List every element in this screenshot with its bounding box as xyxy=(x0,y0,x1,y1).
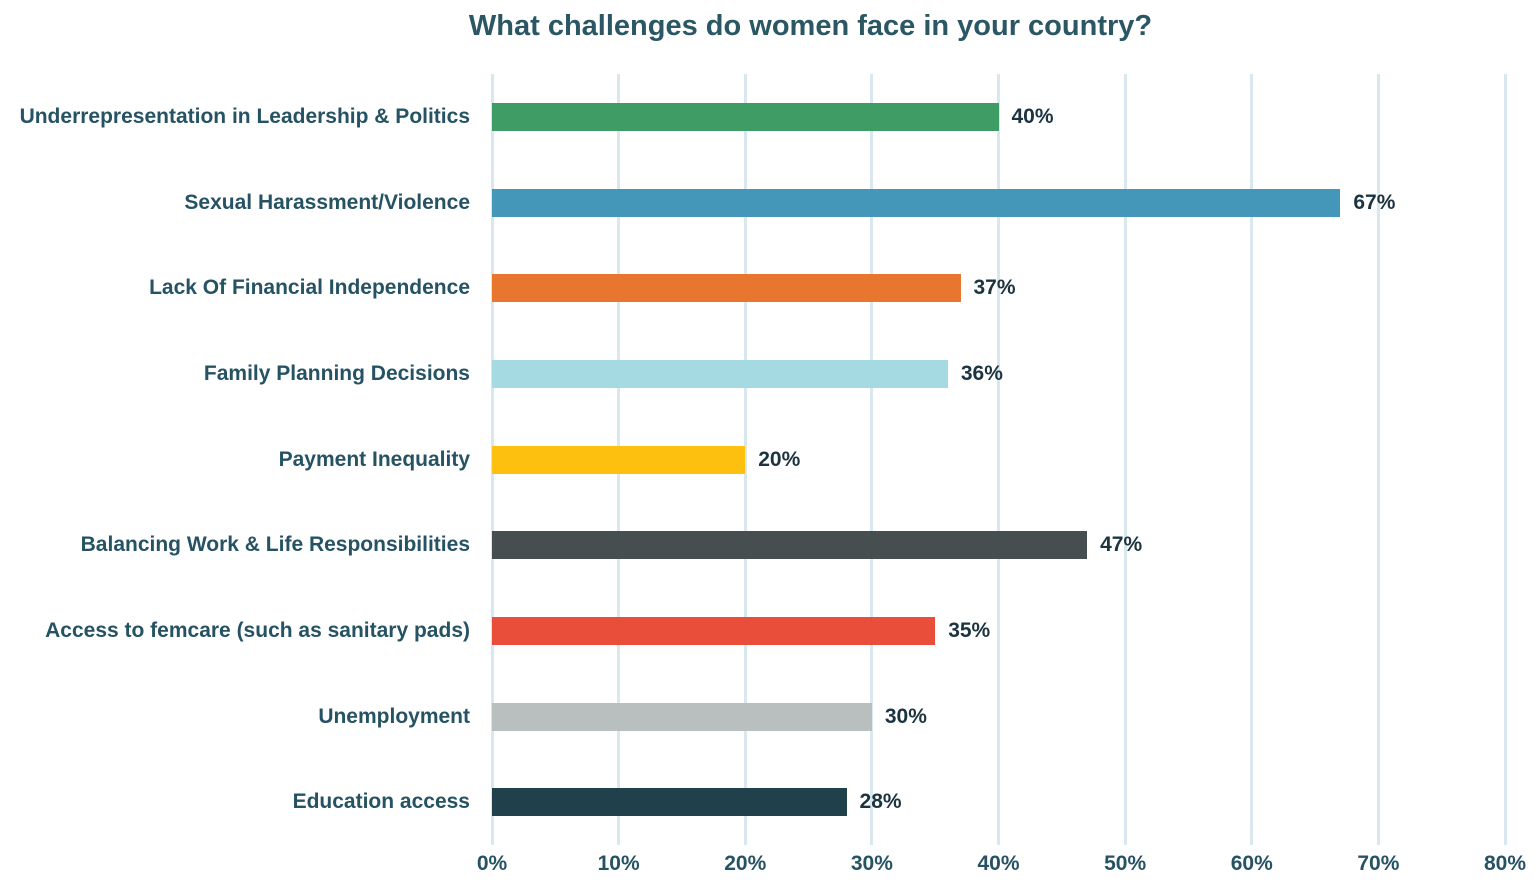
value-label: 28% xyxy=(859,790,902,814)
value-label: 67% xyxy=(1353,190,1396,214)
category-label: Payment Inequality xyxy=(278,447,470,471)
value-label: 36% xyxy=(960,361,1003,385)
x-axis-tick-label: 10% xyxy=(597,852,640,875)
category-label: Lack Of Financial Independence xyxy=(149,276,470,300)
gridline xyxy=(1376,74,1380,845)
gridline xyxy=(1123,74,1127,845)
value-label: 40% xyxy=(1011,104,1054,128)
value-label: 30% xyxy=(884,704,927,728)
category-label: Family Planning Decisions xyxy=(203,361,470,385)
category-label: Unemployment xyxy=(318,704,470,728)
x-axis-tick-label: 70% xyxy=(1357,852,1400,875)
x-axis-tick-label: 20% xyxy=(724,852,767,875)
bar xyxy=(492,359,948,388)
gridline xyxy=(743,74,747,845)
bar xyxy=(492,102,999,131)
chart-title: What challenges do women face in your co… xyxy=(468,10,1153,42)
x-axis-tick-label: 30% xyxy=(850,852,893,875)
gridline xyxy=(997,74,1000,845)
value-label: 20% xyxy=(758,447,801,471)
category-label: Balancing Work & Life Responsibilities xyxy=(80,533,470,557)
bar xyxy=(492,531,1088,560)
bar xyxy=(492,445,746,474)
x-axis-tick-label: 40% xyxy=(977,852,1020,875)
x-axis-tick-label: 60% xyxy=(1230,852,1273,875)
category-label: Education access xyxy=(292,790,470,814)
category-label: Sexual Harassment/Violence xyxy=(184,190,470,214)
value-label: 35% xyxy=(948,618,991,642)
gridline xyxy=(1503,74,1507,845)
bar xyxy=(492,702,872,731)
bar xyxy=(492,616,936,645)
bar xyxy=(492,188,1341,217)
gridline xyxy=(1250,74,1254,845)
bar xyxy=(492,274,961,303)
category-label: Underrepresentation in Leadership & Poli… xyxy=(19,104,470,128)
gridline xyxy=(870,74,874,845)
x-axis-tick-label: 80% xyxy=(1483,852,1527,875)
x-axis-tick-label: 50% xyxy=(1104,852,1147,875)
value-label: 37% xyxy=(973,276,1016,300)
bar xyxy=(492,788,847,817)
value-label: 47% xyxy=(1100,533,1143,557)
x-axis-tick-label: 0% xyxy=(476,852,508,875)
category-label: Access to femcare (such as sanitary pads… xyxy=(45,618,470,642)
